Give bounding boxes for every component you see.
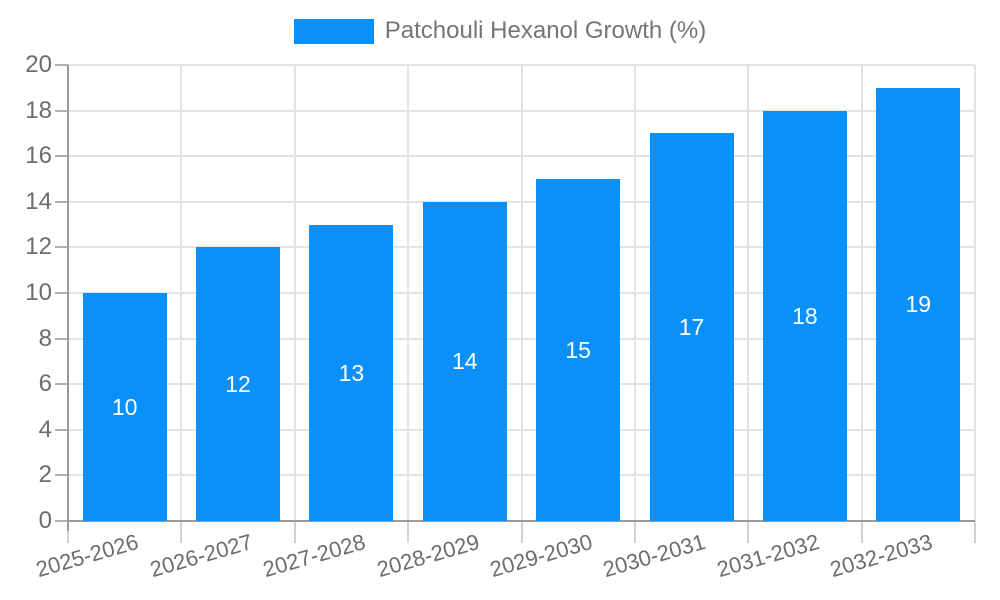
- y-axis-tick: [55, 292, 68, 294]
- bar-value-label: 10: [111, 394, 138, 420]
- x-axis-label: 2029-2030: [487, 529, 596, 583]
- x-axis-line: [68, 520, 975, 522]
- x-axis-tick: [974, 521, 976, 543]
- bar[interactable]: [876, 87, 961, 521]
- y-axis-tick: [55, 337, 68, 340]
- y-axis-tick: [55, 109, 68, 112]
- y-axis-tick: [55, 64, 68, 66]
- x-axis-tick: [180, 521, 183, 543]
- x-axis-label: 2025-2026: [33, 529, 142, 583]
- gridline-vertical: [747, 65, 750, 521]
- x-axis-tick: [293, 521, 296, 543]
- y-axis-tick: [55, 383, 68, 386]
- x-axis-tick: [860, 521, 863, 543]
- y-axis-tick: [55, 520, 68, 522]
- y-axis-line: [67, 65, 69, 531]
- x-axis-tick: [520, 521, 523, 543]
- x-axis-label: 2026-2027: [146, 529, 255, 583]
- bar[interactable]: [82, 293, 167, 521]
- x-axis-label: 2032-2033: [827, 529, 936, 583]
- bar-value-label: 12: [225, 371, 251, 398]
- y-axis-label: 10: [25, 279, 52, 306]
- y-axis-tick: [55, 474, 68, 477]
- x-axis-tick: [407, 521, 410, 543]
- y-axis-label: 0: [38, 507, 52, 534]
- gridline-vertical: [180, 65, 183, 521]
- bar[interactable]: [422, 201, 507, 521]
- y-axis-label: 8: [38, 324, 52, 352]
- gridline-vertical: [860, 65, 863, 521]
- gridline-vertical: [974, 65, 976, 521]
- y-axis-tick: [55, 428, 68, 431]
- bar-value-label: 13: [338, 359, 365, 386]
- gridline-vertical: [293, 65, 296, 521]
- x-axis-tick: [67, 521, 69, 543]
- legend-label: Patchouli Hexanol Growth (%): [384, 17, 707, 44]
- bar-value-label: 15: [565, 337, 591, 363]
- bar[interactable]: [649, 133, 734, 521]
- y-axis-tick: [55, 246, 68, 249]
- bar[interactable]: [762, 110, 847, 521]
- y-axis-label: 4: [38, 415, 52, 443]
- y-axis-tick: [55, 200, 68, 203]
- gridline-vertical: [633, 65, 636, 521]
- x-axis-label: 2027-2028: [260, 529, 369, 583]
- y-axis-label: 16: [25, 142, 52, 170]
- bar[interactable]: [309, 224, 394, 521]
- y-axis-label: 6: [38, 370, 52, 398]
- legend-swatch: [293, 18, 374, 44]
- x-axis-label: 2031-2032: [713, 529, 822, 583]
- x-axis-label: 2030-2031: [600, 529, 709, 583]
- bar[interactable]: [536, 179, 621, 521]
- y-axis-label: 12: [25, 233, 52, 261]
- y-axis-label: 18: [25, 96, 52, 124]
- legend[interactable]: Patchouli Hexanol Growth (%): [0, 17, 1000, 45]
- x-axis-tick: [747, 521, 750, 543]
- bar[interactable]: [196, 247, 281, 521]
- y-axis-tick: [55, 155, 68, 158]
- y-axis-label: 2: [38, 461, 52, 489]
- bar-value-label: 19: [905, 291, 932, 318]
- bar-value-label: 18: [792, 302, 818, 329]
- x-axis-tick: [633, 521, 636, 543]
- bar-value-label: 14: [452, 348, 478, 375]
- x-axis-label: 2028-2029: [373, 529, 482, 583]
- gridline-vertical: [520, 65, 523, 521]
- bar-value-label: 17: [678, 314, 705, 341]
- y-axis-label: 20: [25, 51, 52, 78]
- gridline-vertical: [407, 65, 410, 521]
- y-axis-label: 14: [25, 187, 52, 215]
